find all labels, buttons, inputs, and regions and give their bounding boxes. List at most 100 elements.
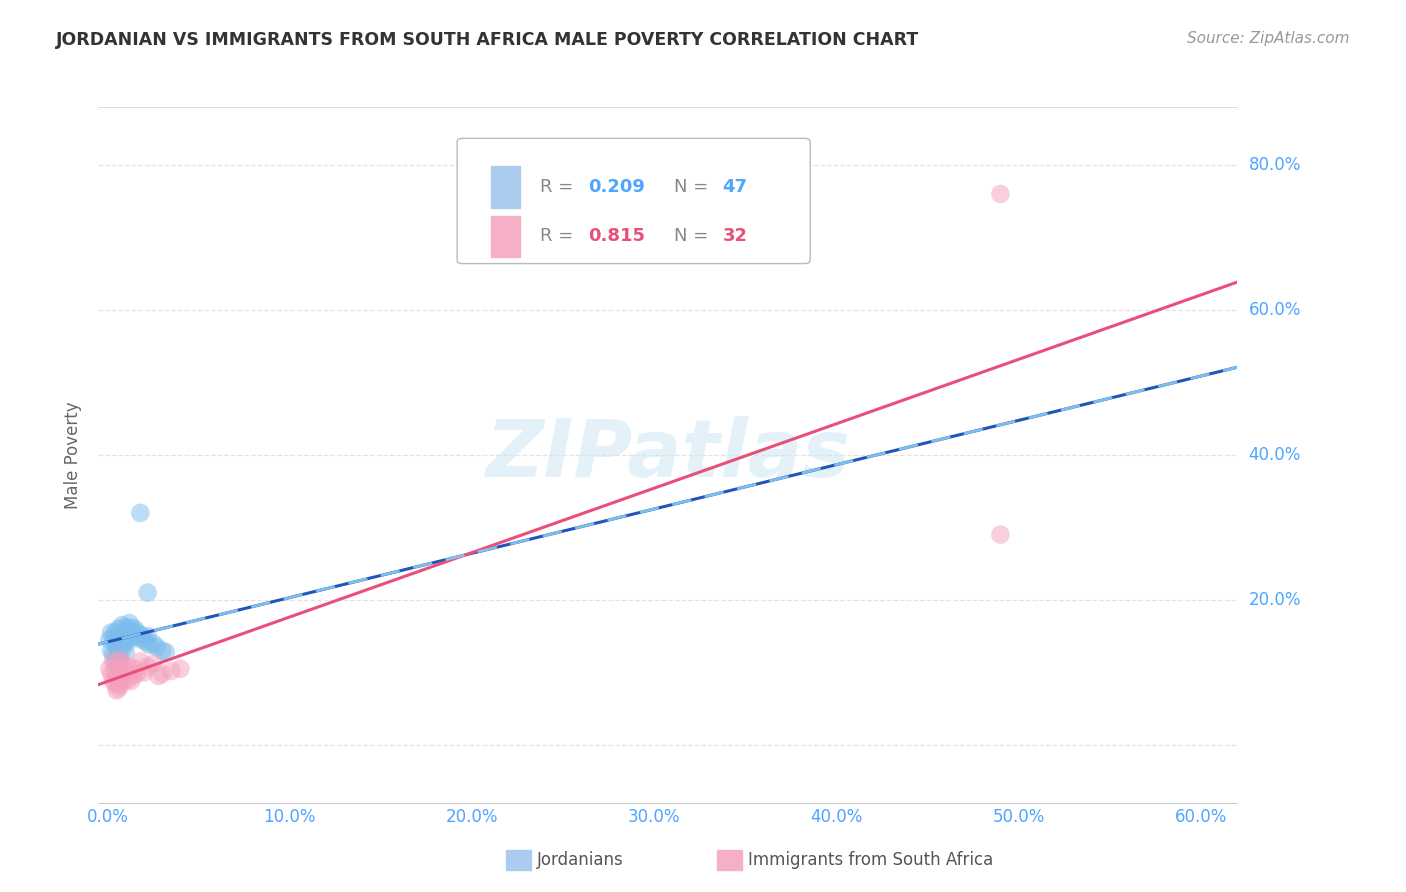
- Text: JORDANIAN VS IMMIGRANTS FROM SOUTH AFRICA MALE POVERTY CORRELATION CHART: JORDANIAN VS IMMIGRANTS FROM SOUTH AFRIC…: [56, 31, 920, 49]
- Point: [107, 645, 129, 659]
- Point: [101, 631, 124, 645]
- Text: 80.0%: 80.0%: [1249, 156, 1301, 174]
- FancyBboxPatch shape: [457, 138, 810, 264]
- Point: [98, 632, 121, 647]
- Point: [136, 629, 159, 643]
- Point: [112, 625, 135, 640]
- Point: [105, 651, 128, 665]
- Point: [142, 636, 165, 650]
- Text: R =: R =: [540, 227, 579, 245]
- FancyBboxPatch shape: [491, 216, 520, 257]
- Point: [129, 655, 152, 669]
- Point: [114, 632, 136, 647]
- Point: [145, 640, 167, 654]
- Point: [131, 632, 153, 647]
- Point: [138, 638, 160, 652]
- Point: [105, 640, 128, 654]
- Text: Immigrants from South Africa: Immigrants from South Africa: [748, 851, 993, 869]
- Point: [150, 666, 173, 681]
- Point: [122, 625, 145, 640]
- Point: [148, 669, 170, 683]
- Point: [120, 631, 142, 645]
- Point: [111, 674, 134, 689]
- Point: [107, 622, 129, 636]
- Point: [169, 662, 191, 676]
- Point: [107, 681, 129, 696]
- Point: [105, 629, 128, 643]
- Point: [136, 585, 159, 599]
- Point: [110, 652, 132, 666]
- Text: 0.815: 0.815: [588, 227, 645, 245]
- Text: 0.209: 0.209: [588, 178, 645, 195]
- Point: [125, 666, 148, 681]
- Point: [112, 636, 135, 650]
- Point: [100, 625, 122, 640]
- Point: [100, 666, 122, 681]
- Text: 32: 32: [723, 227, 748, 245]
- Point: [120, 674, 142, 689]
- Point: [124, 662, 146, 676]
- Point: [105, 683, 128, 698]
- Point: [120, 620, 142, 634]
- Point: [114, 645, 136, 659]
- Text: Source: ZipAtlas.com: Source: ZipAtlas.com: [1187, 31, 1350, 46]
- Text: ZIPatlas: ZIPatlas: [485, 416, 851, 494]
- Point: [135, 635, 157, 649]
- Point: [155, 645, 177, 659]
- Point: [105, 669, 128, 683]
- Point: [104, 655, 127, 669]
- Point: [112, 669, 135, 683]
- Text: Jordanians: Jordanians: [537, 851, 624, 869]
- Point: [142, 657, 165, 671]
- Text: 20.0%: 20.0%: [1249, 591, 1301, 609]
- Point: [129, 628, 152, 642]
- Point: [104, 676, 127, 690]
- Point: [101, 655, 124, 669]
- Y-axis label: Male Poverty: Male Poverty: [65, 401, 83, 508]
- Point: [100, 643, 122, 657]
- Point: [111, 631, 134, 645]
- Point: [114, 620, 136, 634]
- Point: [990, 527, 1012, 541]
- Point: [110, 652, 132, 666]
- Point: [101, 674, 124, 689]
- Point: [104, 625, 127, 640]
- Point: [990, 187, 1012, 202]
- Text: N =: N =: [673, 227, 713, 245]
- Point: [129, 506, 152, 520]
- Text: 60.0%: 60.0%: [1249, 301, 1301, 319]
- Point: [124, 622, 146, 636]
- Point: [160, 664, 183, 678]
- Point: [107, 632, 129, 647]
- Point: [132, 665, 155, 680]
- Point: [117, 624, 139, 638]
- Text: 47: 47: [723, 178, 748, 195]
- FancyBboxPatch shape: [491, 166, 520, 208]
- Point: [117, 673, 139, 687]
- Point: [110, 638, 132, 652]
- Point: [128, 631, 150, 645]
- Point: [122, 669, 145, 683]
- Point: [98, 662, 121, 676]
- Point: [118, 629, 141, 643]
- Point: [111, 657, 134, 671]
- Point: [125, 625, 148, 640]
- Point: [118, 659, 141, 673]
- Point: [101, 647, 124, 661]
- Text: N =: N =: [673, 178, 713, 195]
- Point: [104, 664, 127, 678]
- Point: [117, 635, 139, 649]
- Point: [136, 659, 159, 673]
- Point: [110, 628, 132, 642]
- Point: [111, 618, 134, 632]
- Point: [132, 631, 155, 645]
- Point: [150, 643, 173, 657]
- Text: R =: R =: [540, 178, 579, 195]
- Point: [111, 642, 134, 657]
- Point: [110, 678, 132, 692]
- Point: [114, 664, 136, 678]
- Point: [104, 636, 127, 650]
- Point: [118, 615, 141, 630]
- Point: [107, 659, 129, 673]
- Text: 40.0%: 40.0%: [1249, 446, 1301, 464]
